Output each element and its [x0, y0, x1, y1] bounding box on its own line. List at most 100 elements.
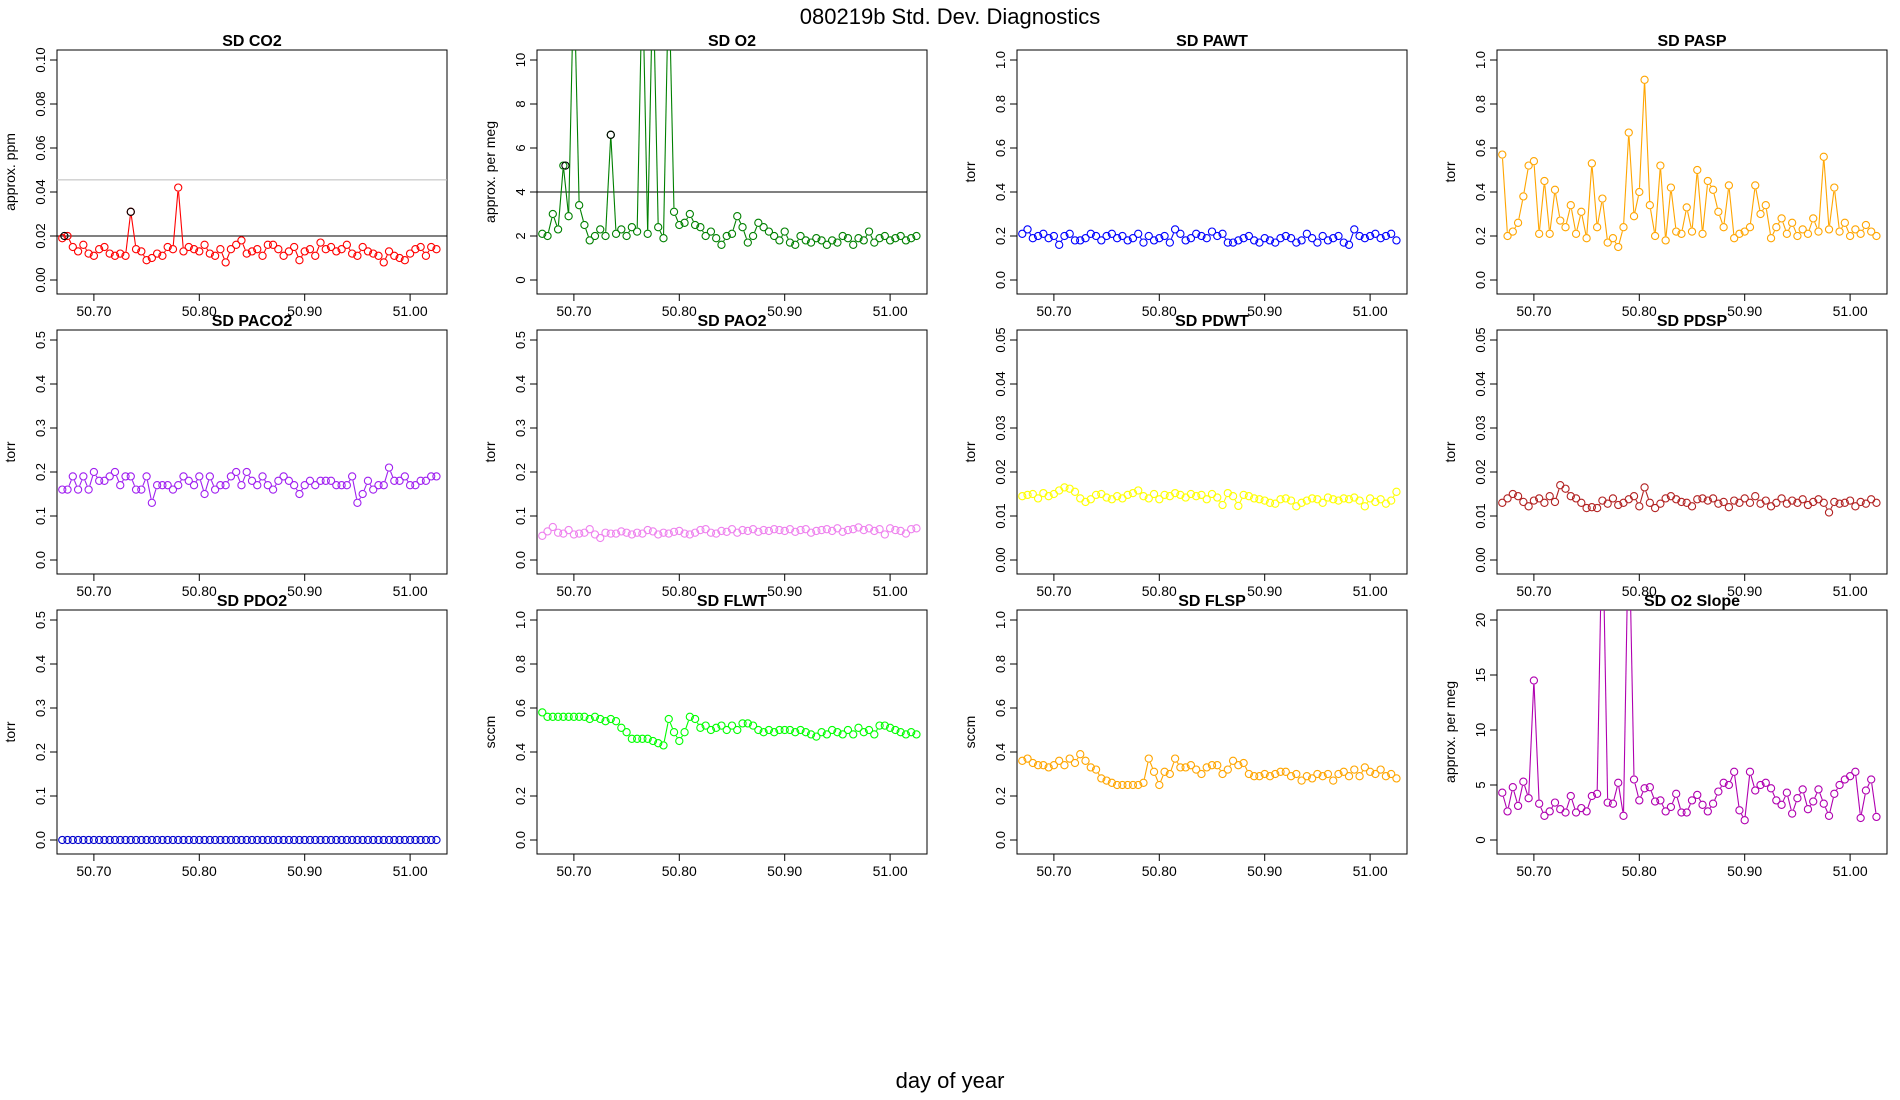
data-point — [1018, 229, 1027, 238]
series-segment — [1596, 610, 1602, 790]
data-point — [1598, 194, 1607, 203]
data-point — [1276, 234, 1285, 243]
data-point — [116, 481, 125, 490]
data-point — [1498, 150, 1507, 159]
series-segment — [1687, 804, 1691, 809]
data-point — [326, 476, 336, 485]
panel-sd-pao2: SD PAO2 torr 0.0 0.1 0.2 0.3 0.4 0.5 50.70 50.80 5… — [482, 313, 928, 599]
data-point — [1360, 763, 1369, 772]
data-point — [1165, 769, 1174, 779]
y-axis-label: sccm — [482, 716, 498, 749]
data-point — [1381, 231, 1391, 241]
data-point — [1218, 500, 1227, 510]
data-point — [1070, 758, 1080, 768]
series-segment — [85, 248, 87, 251]
data-point — [1107, 229, 1117, 238]
data-point — [1787, 218, 1797, 227]
data-point — [817, 525, 826, 535]
series-segment — [316, 246, 320, 253]
data-point — [1387, 769, 1396, 779]
data-point — [1387, 496, 1396, 505]
series-segment — [1698, 798, 1702, 802]
y-tick-label: 0.01 — [993, 503, 1008, 528]
data-point — [1234, 761, 1243, 770]
data-point — [606, 529, 615, 538]
y-tick-label: 0.3 — [33, 699, 48, 717]
x-tick-label: 50.70 — [556, 583, 591, 599]
data-point — [1614, 778, 1623, 787]
data-point — [1139, 238, 1148, 247]
data-point — [1592, 789, 1602, 798]
data-point — [1234, 501, 1243, 511]
data-point — [1170, 225, 1180, 234]
data-point — [1809, 214, 1818, 223]
data-point — [73, 247, 83, 256]
series-segment — [1825, 506, 1828, 510]
data-point — [1044, 763, 1053, 772]
x-tick-label: 50.90 — [1727, 583, 1762, 599]
series-segment — [1392, 495, 1395, 498]
data-point — [295, 489, 304, 499]
data-point — [727, 229, 737, 238]
data-point — [1281, 494, 1290, 503]
flagged-point — [606, 130, 615, 139]
data-point — [1313, 495, 1322, 504]
series-segment — [385, 254, 388, 259]
data-point — [1365, 767, 1375, 776]
chart-title: SD PAO2 — [697, 313, 766, 330]
data-point — [1097, 236, 1106, 245]
x-tick-label: 50.90 — [1727, 863, 1762, 879]
data-point — [590, 712, 600, 721]
data-point — [1840, 775, 1849, 784]
data-point — [242, 835, 251, 845]
data-point — [1076, 750, 1085, 759]
data-point — [870, 730, 879, 739]
data-point — [733, 528, 742, 537]
data-point — [200, 489, 209, 499]
plot-frame — [1496, 609, 1888, 855]
series-segment — [1829, 797, 1834, 812]
data-point — [1614, 242, 1623, 252]
data-point — [1028, 234, 1037, 243]
data-point — [421, 251, 431, 260]
data-point — [701, 721, 710, 730]
x-tick-label: 50.80 — [1142, 583, 1177, 599]
x-tick-label: 51.00 — [1353, 863, 1388, 879]
y-tick-label: 0.6 — [1473, 139, 1488, 157]
data-point — [722, 725, 731, 735]
data-point — [300, 835, 309, 845]
data-point — [690, 528, 700, 537]
data-point — [221, 481, 230, 490]
data-point — [901, 236, 911, 245]
data-point — [1323, 769, 1333, 779]
series-segment — [1671, 797, 1676, 804]
series-segment — [865, 234, 868, 238]
data-point — [838, 231, 847, 241]
data-point — [1592, 223, 1602, 232]
series-segment — [1634, 783, 1639, 797]
series-segment — [1713, 193, 1718, 208]
data-point — [1640, 483, 1649, 492]
series-segment — [1229, 764, 1232, 767]
data-point — [1234, 236, 1243, 245]
data-point — [1561, 808, 1570, 817]
data-point — [822, 525, 832, 534]
data-point — [1508, 783, 1517, 792]
data-point — [1629, 492, 1639, 501]
data-point — [553, 225, 563, 234]
data-point — [347, 249, 357, 258]
chart-title: SD O2 Slope — [1644, 593, 1740, 610]
series-segment — [1661, 803, 1665, 808]
data-point — [1118, 231, 1127, 241]
data-point — [1271, 238, 1280, 247]
data-point — [1719, 223, 1728, 232]
series-segment — [1782, 796, 1786, 802]
data-point — [263, 481, 272, 490]
series-segment — [1176, 761, 1179, 765]
series-segment — [226, 252, 230, 259]
series-segment — [1244, 766, 1248, 771]
x-tick-label: 51.00 — [1353, 583, 1388, 599]
series-segment — [575, 50, 580, 202]
data-point — [859, 525, 868, 535]
x-tick-label: 50.90 — [1727, 303, 1762, 319]
